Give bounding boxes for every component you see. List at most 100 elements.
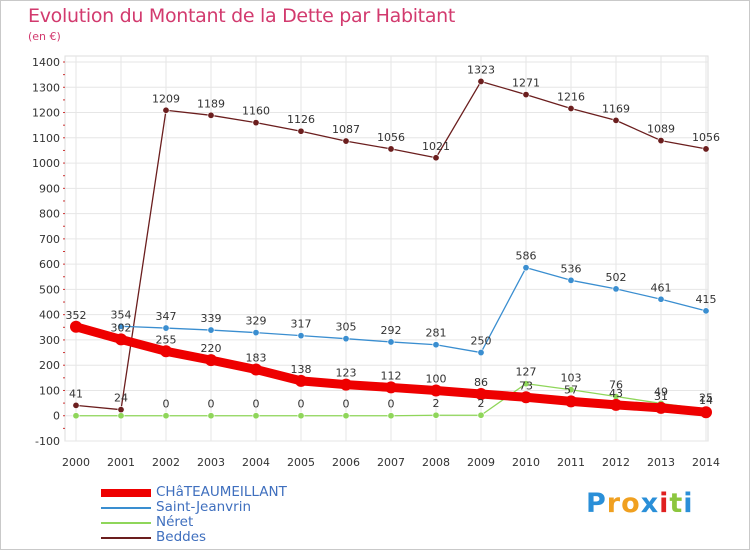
- legend-label: Saint-Jeanvrin: [156, 499, 252, 515]
- x-tick-label: 2014: [692, 456, 720, 469]
- data-label: 347: [156, 310, 177, 323]
- data-label: 0: [298, 398, 305, 411]
- y-tick-label: 1200: [32, 107, 60, 120]
- y-tick-label: 100: [39, 384, 60, 397]
- data-point-saint-jeanvrin: [252, 329, 260, 337]
- data-label: 31: [654, 390, 668, 403]
- data-point-chateaumeillant: [700, 406, 712, 419]
- data-label: 127: [516, 366, 537, 379]
- data-label: 0: [208, 398, 215, 411]
- data-label: 112: [381, 369, 402, 382]
- y-tick-label: 400: [39, 309, 60, 322]
- data-point-chateaumeillant: [610, 398, 622, 411]
- data-label: 0: [163, 398, 170, 411]
- data-label: 2: [478, 397, 485, 410]
- data-label: 123: [336, 367, 357, 380]
- legend-swatch: [101, 506, 151, 509]
- series-line-saint-jeanvrin: [120, 267, 707, 354]
- x-tick-label: 2009: [467, 456, 495, 469]
- data-point-neret: [342, 412, 350, 420]
- data-point-neret: [207, 412, 215, 420]
- data-point-saint-jeanvrin: [657, 295, 665, 303]
- data-label: 24: [114, 392, 128, 405]
- data-label: 317: [291, 318, 312, 331]
- data-point-chateaumeillant: [205, 354, 217, 367]
- logo-letter: i: [683, 488, 694, 519]
- data-label: 76: [609, 379, 623, 392]
- data-point-beddes: [522, 91, 530, 99]
- legend-swatch: [101, 536, 151, 539]
- data-label: 586: [516, 250, 537, 263]
- data-point-saint-jeanvrin: [432, 341, 440, 349]
- data-point-chateaumeillant: [565, 395, 577, 408]
- data-point-neret: [252, 412, 260, 420]
- data-label: 536: [561, 262, 582, 275]
- legend-swatch: [101, 521, 151, 524]
- data-point-chateaumeillant: [385, 381, 397, 394]
- data-label: 49: [654, 385, 668, 398]
- legend-label: CHâTEAUMEILLANT: [156, 484, 287, 500]
- data-point-beddes: [612, 116, 620, 124]
- y-tick-label: 800: [39, 208, 60, 221]
- data-label: 281: [426, 327, 447, 340]
- data-point-neret: [567, 386, 575, 394]
- data-label: 292: [381, 324, 402, 337]
- y-tick-label: 1000: [32, 157, 60, 170]
- data-label: 86: [474, 376, 488, 389]
- data-point-saint-jeanvrin: [477, 349, 485, 357]
- x-tick-label: 2003: [197, 456, 225, 469]
- data-point-beddes: [162, 106, 170, 114]
- y-tick-label: 900: [39, 182, 60, 195]
- data-point-beddes: [117, 406, 125, 414]
- data-label: 2: [433, 397, 440, 410]
- data-point-chateaumeillant: [430, 384, 442, 397]
- data-label: 220: [201, 342, 222, 355]
- data-point-neret: [387, 412, 395, 420]
- data-label: 103: [561, 372, 582, 385]
- data-point-neret: [162, 412, 170, 420]
- data-point-beddes: [297, 127, 305, 135]
- data-point-beddes: [387, 145, 395, 153]
- legend: CHâTEAUMEILLANT Saint-Jeanvrin Néret Beddes: [101, 485, 287, 545]
- y-tick-label: 0: [53, 410, 60, 423]
- logo-letter: P: [586, 488, 607, 519]
- data-label: 1089: [647, 123, 675, 136]
- legend-swatch: [101, 488, 151, 497]
- data-label: 0: [343, 398, 350, 411]
- data-point-neret: [72, 412, 80, 420]
- data-point-beddes: [207, 111, 215, 119]
- data-point-chateaumeillant: [475, 388, 487, 401]
- x-tick-label: 2007: [377, 456, 405, 469]
- y-tick-label: 700: [39, 233, 60, 246]
- data-label: 1216: [557, 90, 585, 103]
- x-tick-label: 2012: [602, 456, 630, 469]
- data-point-saint-jeanvrin: [387, 338, 395, 346]
- data-point-beddes: [567, 104, 575, 112]
- data-label: 25: [699, 391, 713, 404]
- data-label: 1189: [197, 97, 225, 110]
- data-label: 502: [606, 271, 627, 284]
- data-point-beddes: [657, 137, 665, 145]
- data-label: 1209: [152, 92, 180, 105]
- data-label: 73: [519, 379, 533, 392]
- data-point-chateaumeillant: [160, 345, 172, 358]
- y-tick-label: -100: [35, 435, 60, 448]
- data-label: 0: [388, 398, 395, 411]
- proxiti-logo: Proxiti: [586, 488, 694, 519]
- y-tick-label: 1100: [32, 132, 60, 145]
- data-point-beddes: [72, 401, 80, 409]
- data-point-neret: [522, 380, 530, 388]
- data-point-saint-jeanvrin: [117, 322, 125, 330]
- data-point-saint-jeanvrin: [522, 264, 530, 272]
- legend-label: Beddes: [156, 529, 207, 545]
- data-label: 0: [253, 398, 260, 411]
- data-label: 57: [564, 383, 578, 396]
- data-point-chateaumeillant: [115, 333, 127, 346]
- x-tick-label: 2000: [62, 456, 90, 469]
- y-tick-label: 600: [39, 258, 60, 271]
- x-tick-label: 2010: [512, 456, 540, 469]
- y-tick-label: 200: [39, 359, 60, 372]
- data-label: 100: [426, 372, 447, 385]
- data-label: 1056: [377, 131, 405, 144]
- data-point-neret: [477, 411, 485, 419]
